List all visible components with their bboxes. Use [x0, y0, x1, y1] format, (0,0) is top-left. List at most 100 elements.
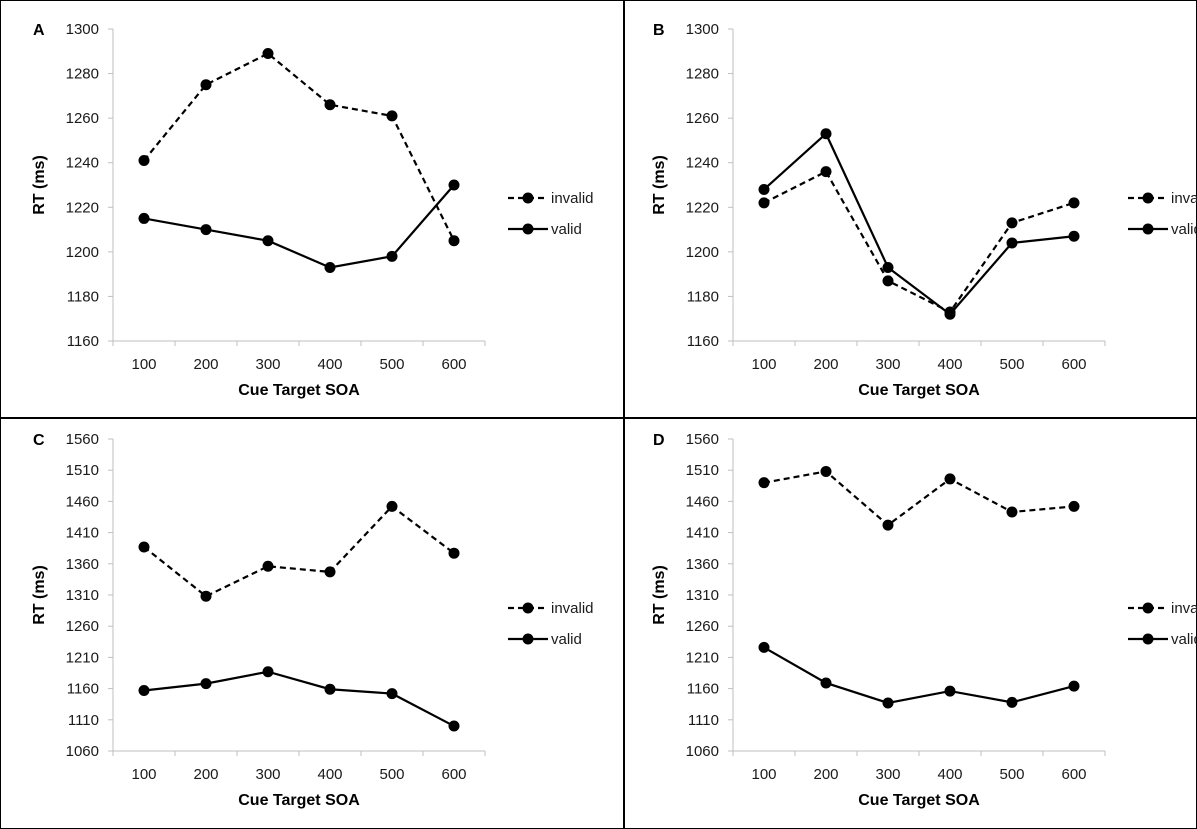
data-point-valid-C: [138, 684, 150, 696]
x-tick-label-B: 300: [875, 356, 900, 373]
y-tick-label-D: 1410: [686, 525, 719, 542]
data-point-valid-A: [386, 250, 398, 262]
panel-letter-C: C: [33, 432, 45, 449]
data-point-invalid-B: [1068, 197, 1080, 209]
series-line-valid-D: [763, 646, 1075, 705]
x-axis-title-C: Cue Target SOA: [238, 792, 360, 809]
series-line-valid-C: [143, 670, 455, 728]
legend-label-valid-A: valid: [551, 221, 582, 238]
legend-marker-valid-D: [1142, 633, 1154, 645]
data-point-invalid-A: [448, 235, 460, 247]
data-point-invalid-B: [820, 166, 832, 178]
y-tick-label-A: 1280: [66, 66, 99, 83]
y-tick-label-C: 1560: [66, 431, 99, 448]
series-line-valid-A: [143, 184, 455, 269]
x-tick-label-A: 400: [317, 356, 342, 373]
panel-letter-D: D: [653, 432, 665, 449]
data-point-valid-D: [820, 677, 832, 689]
data-point-invalid-D: [758, 477, 770, 489]
x-tick-label-C: 600: [441, 766, 466, 783]
x-tick-label-D: 600: [1061, 766, 1086, 783]
data-point-valid-C: [386, 688, 398, 700]
data-point-valid-C: [324, 683, 336, 695]
legend-label-valid-D: valid: [1171, 631, 1197, 648]
y-tick-label-C: 1360: [66, 556, 99, 573]
y-tick-label-B: 1280: [686, 66, 719, 83]
data-point-valid-A: [138, 212, 150, 224]
legend-label-valid-B: valid: [1171, 221, 1197, 238]
legend-marker-invalid-A: [522, 192, 534, 204]
data-point-valid-A: [200, 224, 212, 236]
legend-marker-valid-A: [522, 223, 534, 235]
y-tick-label-D: 1060: [686, 743, 719, 760]
data-point-valid-A: [448, 179, 460, 191]
x-tick-label-B: 100: [751, 356, 776, 373]
y-tick-label-D: 1160: [687, 681, 719, 698]
data-point-invalid-A: [138, 154, 150, 166]
y-tick-label-B: 1240: [686, 155, 719, 172]
y-tick-label-B: 1220: [686, 199, 719, 216]
legend-marker-invalid-B: [1142, 192, 1154, 204]
x-tick-label-B: 200: [813, 356, 838, 373]
y-tick-label-D: 1460: [686, 493, 719, 510]
x-tick-label-B: 600: [1061, 356, 1086, 373]
y-tick-label-A: 1180: [67, 288, 99, 305]
y-tick-label-D: 1510: [686, 462, 719, 479]
data-point-valid-B: [758, 183, 770, 195]
y-tick-label-C: 1510: [66, 462, 99, 479]
data-point-invalid-C: [324, 566, 336, 578]
data-point-invalid-A: [386, 110, 398, 122]
legend-marker-valid-C: [522, 633, 534, 645]
y-tick-label-D: 1110: [688, 712, 719, 729]
x-tick-label-A: 300: [255, 356, 280, 373]
data-point-valid-C: [200, 678, 212, 690]
y-tick-label-C: 1160: [67, 681, 99, 698]
data-point-valid-C: [448, 720, 460, 732]
y-axis-title-A: RT (ms): [31, 155, 48, 215]
data-point-invalid-D: [820, 465, 832, 477]
y-tick-label-A: 1300: [66, 21, 99, 38]
data-point-valid-A: [324, 261, 336, 273]
data-point-invalid-B: [758, 197, 770, 209]
data-point-invalid-D: [944, 473, 956, 485]
data-point-valid-B: [944, 308, 956, 320]
x-tick-label-D: 500: [999, 766, 1024, 783]
x-tick-label-A: 100: [131, 356, 156, 373]
data-point-invalid-C: [448, 547, 460, 559]
panel-letter-B: B: [653, 22, 665, 39]
data-point-invalid-B: [882, 275, 894, 287]
y-tick-label-B: 1180: [687, 288, 719, 305]
x-axis-title-D: Cue Target SOA: [858, 792, 980, 809]
data-point-valid-B: [820, 128, 832, 140]
series-line-invalid-B: [763, 170, 1075, 314]
y-tick-label-A: 1160: [67, 333, 99, 350]
x-tick-label-A: 500: [379, 356, 404, 373]
series-line-invalid-C: [143, 504, 455, 598]
y-tick-label-C: 1060: [66, 743, 99, 760]
data-point-valid-D: [882, 697, 894, 709]
x-tick-label-D: 100: [751, 766, 776, 783]
data-point-invalid-D: [1006, 506, 1018, 518]
data-point-valid-B: [1068, 230, 1080, 242]
y-axis-title-D: RT (ms): [651, 565, 668, 625]
series-line-valid-B: [763, 131, 1075, 316]
series-line-invalid-D: [763, 470, 1075, 527]
y-tick-label-C: 1110: [68, 712, 99, 729]
data-point-invalid-A: [200, 79, 212, 91]
legend-label-invalid-C: invalid: [551, 600, 594, 617]
data-point-invalid-C: [138, 541, 150, 553]
x-tick-label-C: 100: [131, 766, 156, 783]
y-tick-label-A: 1200: [66, 244, 99, 261]
legend-marker-invalid-D: [1142, 602, 1154, 614]
y-axis-title-C: RT (ms): [31, 565, 48, 625]
data-point-invalid-C: [386, 500, 398, 512]
data-point-invalid-A: [262, 48, 274, 60]
y-tick-label-D: 1210: [686, 649, 719, 666]
x-tick-label-C: 400: [317, 766, 342, 783]
y-tick-label-A: 1260: [66, 110, 99, 127]
y-tick-label-A: 1240: [66, 155, 99, 172]
y-tick-label-B: 1160: [687, 333, 719, 350]
data-point-valid-D: [758, 641, 770, 653]
panel-letter-A: A: [33, 22, 45, 39]
y-tick-label-B: 1300: [686, 21, 719, 38]
